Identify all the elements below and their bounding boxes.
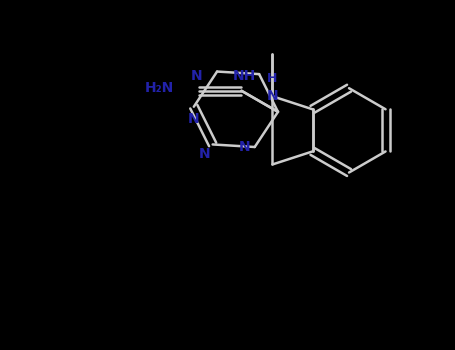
Text: H₂N: H₂N xyxy=(145,81,174,95)
Text: N: N xyxy=(191,69,202,83)
Text: NH: NH xyxy=(233,69,256,83)
Text: H: H xyxy=(267,72,278,85)
Text: N: N xyxy=(239,140,251,154)
Text: N: N xyxy=(188,112,200,126)
Text: N: N xyxy=(267,89,278,103)
Text: N: N xyxy=(198,147,210,161)
